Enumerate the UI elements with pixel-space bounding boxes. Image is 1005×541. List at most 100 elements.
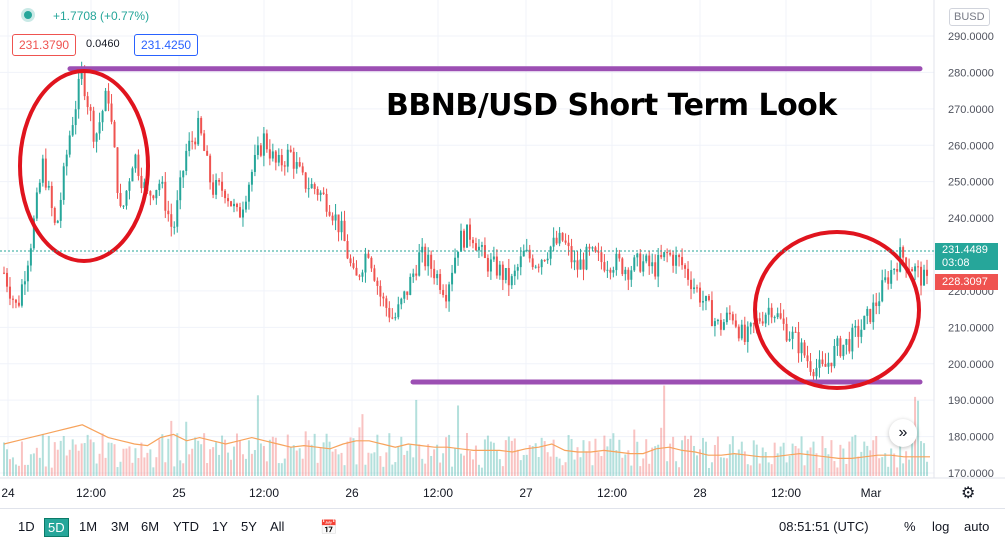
volume-bar (791, 443, 794, 476)
price-tick-label: 200.0000 (948, 359, 994, 371)
candle-body (480, 245, 483, 247)
candle-body (301, 166, 304, 173)
volume-bar (235, 433, 238, 476)
candle-body (53, 208, 56, 223)
candle-body (657, 254, 660, 277)
volume-bar (289, 446, 292, 476)
timeframe-all[interactable]: All (270, 519, 285, 534)
chart-grid (0, 0, 934, 478)
candle-body (400, 298, 403, 305)
volume-bar (286, 434, 289, 476)
candle-body (633, 257, 636, 271)
candle-body (206, 150, 209, 156)
time-axis: 24 12:00 25 12:00 26 12:00 27 12:00 28 12:00 Mar (1, 486, 881, 500)
volume-bar (519, 460, 522, 476)
volume-bar (200, 444, 203, 476)
timeframe-5y[interactable]: 5Y (241, 519, 257, 534)
volume-bar (468, 451, 471, 476)
candle-body (684, 265, 687, 269)
scroll-to-realtime-button[interactable]: » (889, 419, 917, 447)
volume-bar (143, 457, 146, 476)
candle-body (516, 267, 519, 271)
date-range-icon[interactable]: 📅 (320, 519, 338, 535)
currency-badge[interactable]: BUSD (949, 8, 990, 26)
timeframe-5d[interactable]: 5D (44, 518, 69, 537)
candle-body (824, 364, 827, 367)
candle-body (170, 214, 173, 227)
volume-bar (152, 467, 155, 476)
candle-body (833, 345, 836, 367)
volume-bar (833, 461, 836, 476)
volume-bar (62, 435, 65, 476)
gear-icon[interactable]: ⚙ (961, 485, 976, 502)
volume-bar (337, 454, 340, 476)
volume-bar (657, 444, 660, 476)
candle-body (418, 252, 421, 276)
volume-bar (854, 434, 857, 476)
candle-body (863, 315, 866, 330)
buy-price-button[interactable]: 231.4250 (134, 34, 199, 56)
candle-body (531, 258, 534, 268)
candle-body (292, 151, 295, 169)
volume-bar (406, 450, 409, 476)
timeframe-ytd[interactable]: YTD (173, 519, 199, 534)
candle-body (857, 325, 860, 337)
volume-bar (911, 438, 914, 476)
price-tick-label: 250.0000 (948, 177, 994, 189)
candle-body (460, 230, 463, 252)
candle-body (185, 150, 188, 171)
spread-value: 0.0460 (86, 38, 120, 50)
auto-toggle[interactable]: auto (964, 519, 990, 534)
volume-bar (125, 448, 128, 476)
timeframe-1m[interactable]: 1M (79, 519, 98, 534)
candle-body (116, 147, 119, 193)
log-toggle[interactable]: log (932, 519, 950, 534)
volume-bar (224, 439, 227, 476)
timeframe-6m[interactable]: 6M (141, 519, 160, 534)
timeframe-1y[interactable]: 1Y (212, 519, 228, 534)
volume-bar (558, 458, 561, 476)
candle-body (463, 230, 466, 248)
volume-bar (14, 464, 17, 476)
candle-body (486, 257, 489, 272)
volume-bar (755, 444, 758, 476)
volume-bar (621, 457, 624, 476)
sell-price-button[interactable]: 231.3790 (12, 34, 77, 56)
volume-bar (44, 466, 47, 476)
volume-bar (307, 440, 310, 476)
volume-bar (696, 455, 699, 476)
candle-body (230, 201, 233, 207)
volume-bar (839, 444, 842, 476)
candle-body (167, 210, 170, 215)
candle-body (433, 268, 436, 279)
volume-bar (364, 464, 367, 476)
volume-bar (442, 453, 445, 476)
utc-clock[interactable]: 08:51:51 (UTC) (779, 519, 869, 534)
candle-body (687, 268, 690, 280)
timeframe-3m[interactable]: 3M (111, 519, 130, 534)
volume-bar (247, 440, 250, 476)
volume-bar (328, 441, 331, 476)
volume-bar (528, 445, 531, 476)
volume-bar (161, 434, 164, 476)
candle-body (439, 274, 442, 290)
volume-bar (486, 435, 489, 476)
candle-body (451, 272, 454, 285)
candle-body (510, 276, 513, 286)
percent-toggle[interactable]: % (904, 519, 916, 534)
candle-body (259, 145, 262, 156)
volume-bar (325, 433, 328, 476)
candle-body (896, 268, 899, 272)
candle-body (274, 151, 277, 163)
candle-body (785, 323, 788, 341)
volume-bar (642, 458, 645, 476)
candle-body (851, 327, 854, 352)
candle-body (696, 287, 699, 289)
volume-bar (597, 452, 600, 476)
volume-bar (675, 461, 678, 476)
candle-body (591, 247, 594, 249)
volume-bar (397, 446, 400, 476)
volume-bar (268, 439, 271, 476)
timeframe-1d[interactable]: 1D (18, 519, 35, 534)
